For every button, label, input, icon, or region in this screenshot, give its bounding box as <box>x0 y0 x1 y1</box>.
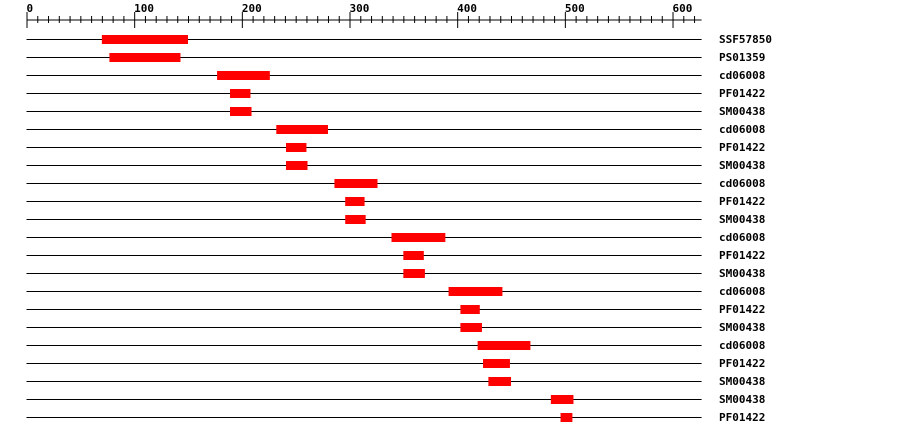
feature-row: PF01422 <box>26 195 765 208</box>
feature-label: SM00438 <box>719 375 765 388</box>
feature-tracks: SSF57850 PS01359 cd06008 PF01422 SM00438 cd06… <box>26 33 772 424</box>
feature-label: SM00438 <box>719 267 765 280</box>
feature-row: PF01422 <box>26 357 765 370</box>
feature-label: cd06008 <box>719 285 765 298</box>
feature-label: SM00438 <box>719 321 765 334</box>
feature-bar <box>345 215 366 224</box>
feature-row: PF01422 <box>26 249 765 262</box>
feature-bar <box>345 197 365 206</box>
feature-row: SSF57850 <box>26 33 772 46</box>
feature-bar <box>460 305 480 314</box>
feature-label: cd06008 <box>719 177 765 190</box>
feature-bar <box>334 179 378 188</box>
feature-label: PF01422 <box>719 141 765 154</box>
feature-label: cd06008 <box>719 231 765 244</box>
feature-row: SM00438 <box>26 375 765 388</box>
feature-row: cd06008 <box>26 69 765 82</box>
feature-label: PF01422 <box>719 195 765 208</box>
feature-label: SM00438 <box>719 213 765 226</box>
axis: 0 100 200 300 400 500 600 <box>26 2 702 28</box>
feature-row: SM00438 <box>26 393 765 406</box>
feature-row: PF01422 <box>26 411 765 424</box>
feature-bar <box>391 233 446 242</box>
feature-label: cd06008 <box>719 123 765 136</box>
feature-bar <box>448 287 503 296</box>
feature-label: cd06008 <box>719 69 765 82</box>
axis-tick-label: 100 <box>134 2 154 15</box>
feature-row: PF01422 <box>26 141 765 154</box>
feature-bar <box>560 413 573 422</box>
feature-row: SM00438 <box>26 105 765 118</box>
feature-label: PF01422 <box>719 249 765 262</box>
axis-tick-label: 200 <box>242 2 262 15</box>
feature-row: cd06008 <box>26 231 765 244</box>
feature-row: PF01422 <box>26 87 765 100</box>
feature-bar <box>229 107 252 116</box>
feature-bar <box>217 71 270 80</box>
feature-bar <box>285 161 308 170</box>
feature-bar <box>109 53 181 62</box>
feature-bar <box>483 359 510 368</box>
feature-row: cd06008 <box>26 177 765 190</box>
feature-label: PF01422 <box>719 303 765 316</box>
feature-row: SM00438 <box>26 267 765 280</box>
feature-row: cd06008 <box>26 339 765 352</box>
feature-row: PS01359 <box>26 51 765 64</box>
feature-bar <box>550 395 574 404</box>
feature-label: PF01422 <box>719 357 765 370</box>
feature-row: cd06008 <box>26 123 765 136</box>
feature-bar <box>403 251 424 260</box>
feature-bar <box>276 125 328 134</box>
feature-bar <box>101 35 189 44</box>
axis-tick-label: 500 <box>565 2 585 15</box>
feature-label: PS01359 <box>719 51 765 64</box>
feature-row: SM00438 <box>26 159 765 172</box>
feature-label: cd06008 <box>719 339 765 352</box>
feature-label: PF01422 <box>719 87 765 100</box>
feature-label: SM00438 <box>719 393 765 406</box>
feature-bar <box>403 269 425 278</box>
feature-label: SM00438 <box>719 159 765 172</box>
feature-row: PF01422 <box>26 303 765 316</box>
axis-tick-label: 400 <box>457 2 477 15</box>
feature-label: SSF57850 <box>719 33 772 46</box>
axis-tick-label: 600 <box>673 2 693 15</box>
feature-label: SM00438 <box>719 105 765 118</box>
feature-label: PF01422 <box>719 411 765 424</box>
feature-bar <box>460 323 482 332</box>
feature-bar <box>488 377 512 386</box>
feature-bar <box>229 89 251 98</box>
axis-tick-label: 300 <box>350 2 370 15</box>
feature-row: SM00438 <box>26 213 765 226</box>
feature-row: cd06008 <box>26 285 765 298</box>
feature-bar <box>477 341 531 350</box>
axis-tick-label: 0 <box>27 2 34 15</box>
feature-bar <box>285 143 307 152</box>
feature-row: SM00438 <box>26 321 765 334</box>
